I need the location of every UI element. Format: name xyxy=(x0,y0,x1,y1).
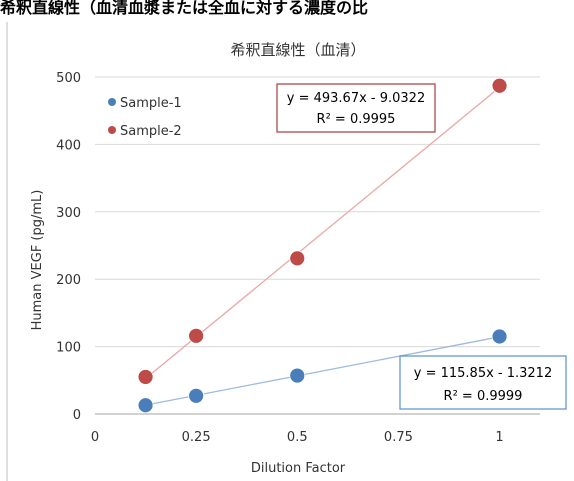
legend-marker-sample-1 xyxy=(108,98,116,106)
legend-marker-sample-2 xyxy=(108,126,116,134)
x-axis-ticks: 0 0.25 0.5 0.75 1 xyxy=(91,430,504,445)
point-sample-1-2 xyxy=(189,388,204,403)
y-tick-label-500: 500 xyxy=(56,71,81,86)
point-sample-1-1 xyxy=(138,398,153,413)
y-tick-label-100: 100 xyxy=(56,341,81,356)
y-tick-label-200: 200 xyxy=(56,273,81,288)
legend: Sample-1 Sample-2 xyxy=(108,96,182,139)
point-sample-2-2 xyxy=(189,328,204,343)
y-tick-label-300: 300 xyxy=(56,206,81,221)
chart-title: 希釈直線性（血清） xyxy=(230,41,365,59)
legend-label-sample-2: Sample-2 xyxy=(120,124,182,139)
equation-box-sample-1: y = 115.85x - 1.3212 R² = 0.9999 xyxy=(400,356,566,409)
x-axis-label: Dilution Factor xyxy=(251,461,346,476)
equation-sample-2: y = 493.67x - 9.0322 xyxy=(287,91,425,106)
y-axis-ticks: 0 100 200 300 400 500 xyxy=(56,71,81,423)
x-tick-label-0-5: 0.5 xyxy=(287,430,308,445)
y-tick-label-0: 0 xyxy=(73,408,81,423)
equation-sample-1: y = 115.85x - 1.3212 xyxy=(414,366,552,381)
point-sample-2-4 xyxy=(492,78,507,93)
r-squared-sample-1: R² = 0.9999 xyxy=(444,389,523,404)
point-sample-2-3 xyxy=(290,251,305,266)
point-sample-2-1 xyxy=(138,369,153,384)
x-tick-label-0-25: 0.25 xyxy=(182,430,211,445)
point-sample-1-3 xyxy=(290,368,305,383)
x-tick-label-1: 1 xyxy=(495,430,503,445)
point-sample-1-4 xyxy=(492,329,507,344)
page-heading: 希釈直線性（血清血漿または全血に対する濃度の比 xyxy=(0,0,368,17)
y-axis-label: Human VEGF (pg/mL) xyxy=(30,190,45,331)
r-squared-sample-2: R² = 0.9995 xyxy=(317,112,396,127)
x-tick-label-0: 0 xyxy=(91,430,99,445)
y-tick-label-400: 400 xyxy=(56,138,81,153)
x-tick-label-0-75: 0.75 xyxy=(384,430,413,445)
legend-label-sample-1: Sample-1 xyxy=(120,96,182,111)
equation-box-sample-2: y = 493.67x - 9.0322 R² = 0.9995 xyxy=(277,84,435,132)
